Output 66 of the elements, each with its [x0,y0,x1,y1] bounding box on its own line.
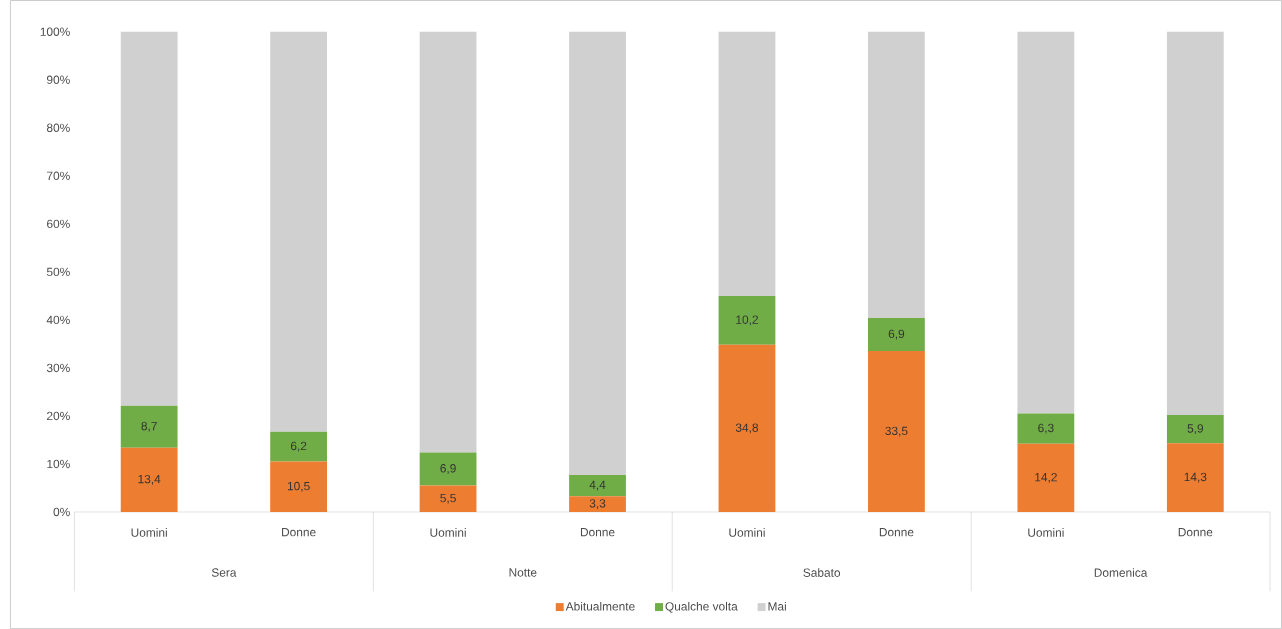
bar [718,295,776,345]
y-tick-label: 30% [46,363,70,373]
data-label: 6,3 [1038,423,1054,434]
bar [868,317,925,352]
x-tick-label: Uomini [131,528,167,537]
data-label: 5,9 [1187,424,1204,435]
bar [868,351,925,512]
data-label: 6,9 [888,329,905,340]
text: Domenica [1094,568,1148,577]
legend-label: Abitualmente [565,601,635,611]
bar [1017,413,1075,444]
bar [569,496,626,512]
x-tick-label: Donne [879,528,914,537]
bar [569,31,626,475]
legend-label: Mai [768,601,786,611]
bar [1166,31,1224,415]
bar [1017,31,1075,414]
x-tick-label: Uomini [729,528,765,537]
x-tick-label: Uomini [430,528,466,537]
text: Sabato [803,568,841,577]
bar [718,31,776,296]
bar [419,452,477,486]
text: Sera [211,568,237,577]
bar [270,31,327,432]
y-tick-label: 20% [47,411,70,421]
data-label: 14,2 [1035,472,1057,483]
data-label: 8,7 [141,421,157,432]
data-label: 10,2 [736,315,758,326]
y-tick-label: 80% [46,123,70,132]
data-label: 6,9 [440,464,456,474]
bar [120,405,178,448]
y-tick-label: 90% [46,75,70,84]
y-tick-label: 60% [47,219,70,229]
data-label: 34,8 [735,423,759,434]
bar [1166,443,1224,512]
bar [1166,414,1224,444]
data-label: 14,3 [1184,472,1207,483]
bar [270,431,327,462]
legend-label: Qualche volta [665,601,738,613]
data-label: 4,4 [589,480,606,491]
data-label: 10,5 [287,481,310,492]
x-tick-label: Uomini [1028,528,1064,537]
x-tick-label: Donne [580,528,615,537]
data-label: 5,5 [440,493,456,504]
data-label: 13,4 [138,474,161,485]
bar [419,485,477,512]
y-tick-label: 0% [53,507,70,517]
bar [1017,443,1075,512]
y-tick-label: 10% [47,459,70,469]
bar [569,474,626,497]
bar [868,31,925,318]
data-label: 3,3 [589,499,606,509]
bar [419,31,477,453]
data-label: 33,5 [885,426,908,437]
y-tick-label: 40% [46,315,70,325]
bar [270,461,327,512]
x-tick-label: Donne [282,528,316,537]
text: Notte [509,568,537,577]
bar [718,344,776,512]
bar [120,31,178,406]
y-tick-label: 100% [40,27,70,36]
data-label: 6,2 [290,441,307,452]
y-tick-label: 50% [46,267,70,277]
y-tick-label: 70% [47,171,70,180]
bar [120,447,178,512]
x-tick-label: Donne [1178,528,1213,537]
